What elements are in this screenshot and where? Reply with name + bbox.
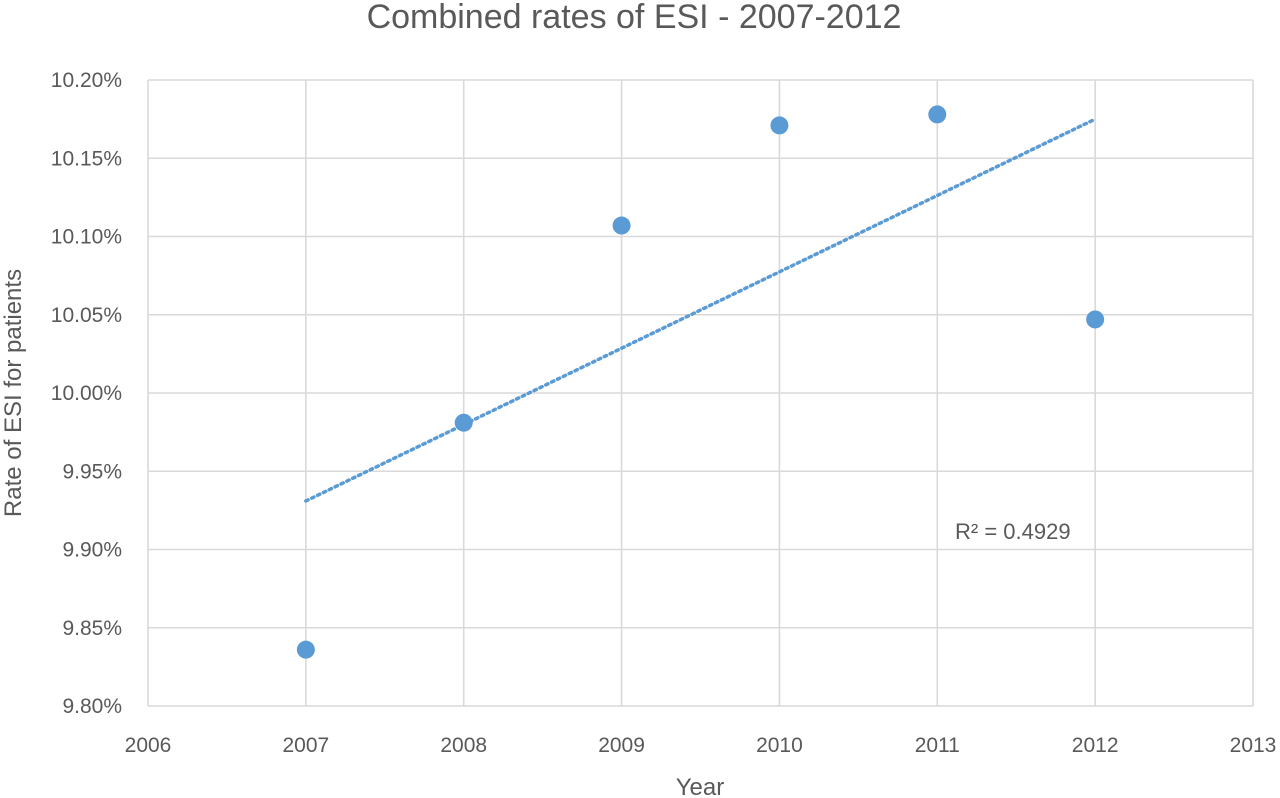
data-point <box>454 413 473 432</box>
y-axis-title: Rate of ESI for patients <box>0 269 27 517</box>
x-tick-label: 2011 <box>915 734 960 757</box>
y-tick-label: 9.95% <box>62 460 122 483</box>
data-point <box>612 216 631 235</box>
chart-title: Combined rates of ESI - 2007-2012 <box>367 0 902 36</box>
x-tick-label: 2013 <box>1230 734 1277 757</box>
y-tick-label: 9.85% <box>62 617 122 640</box>
x-tick-label: 2007 <box>282 734 329 757</box>
data-points <box>296 105 1105 659</box>
data-point <box>296 640 315 659</box>
y-tick-label: 10.00% <box>51 382 122 405</box>
y-tick-label: 10.05% <box>51 304 122 327</box>
y-tick-label: 10.15% <box>51 147 122 170</box>
y-tick-label: 9.80% <box>62 695 122 718</box>
y-tick-label: 9.90% <box>62 539 122 562</box>
x-tick-label: 2006 <box>125 734 172 757</box>
data-point <box>1086 310 1105 329</box>
grid-lines <box>147 79 1254 707</box>
trendline <box>304 117 1097 503</box>
data-point <box>928 105 947 124</box>
x-tick-label: 2012 <box>1072 734 1119 757</box>
x-tick-label: 2009 <box>598 734 645 757</box>
x-tick-labels: 2006 2007 2008 2009 2010 2011 2012 2013 <box>125 734 1277 757</box>
x-tick-label: 2008 <box>440 734 487 757</box>
r-squared-label: R² = 0.4929 <box>955 519 1071 544</box>
data-point <box>770 116 789 135</box>
y-tick-labels: 9.80% 9.85% 9.90% 9.95% 10.00% 10.05% 10.10% 10… <box>51 69 122 718</box>
x-tick-label: 2010 <box>756 734 803 757</box>
y-tick-label: 10.10% <box>51 226 122 249</box>
x-axis-title: Year <box>676 774 725 798</box>
y-tick-label: 10.20% <box>51 69 122 92</box>
